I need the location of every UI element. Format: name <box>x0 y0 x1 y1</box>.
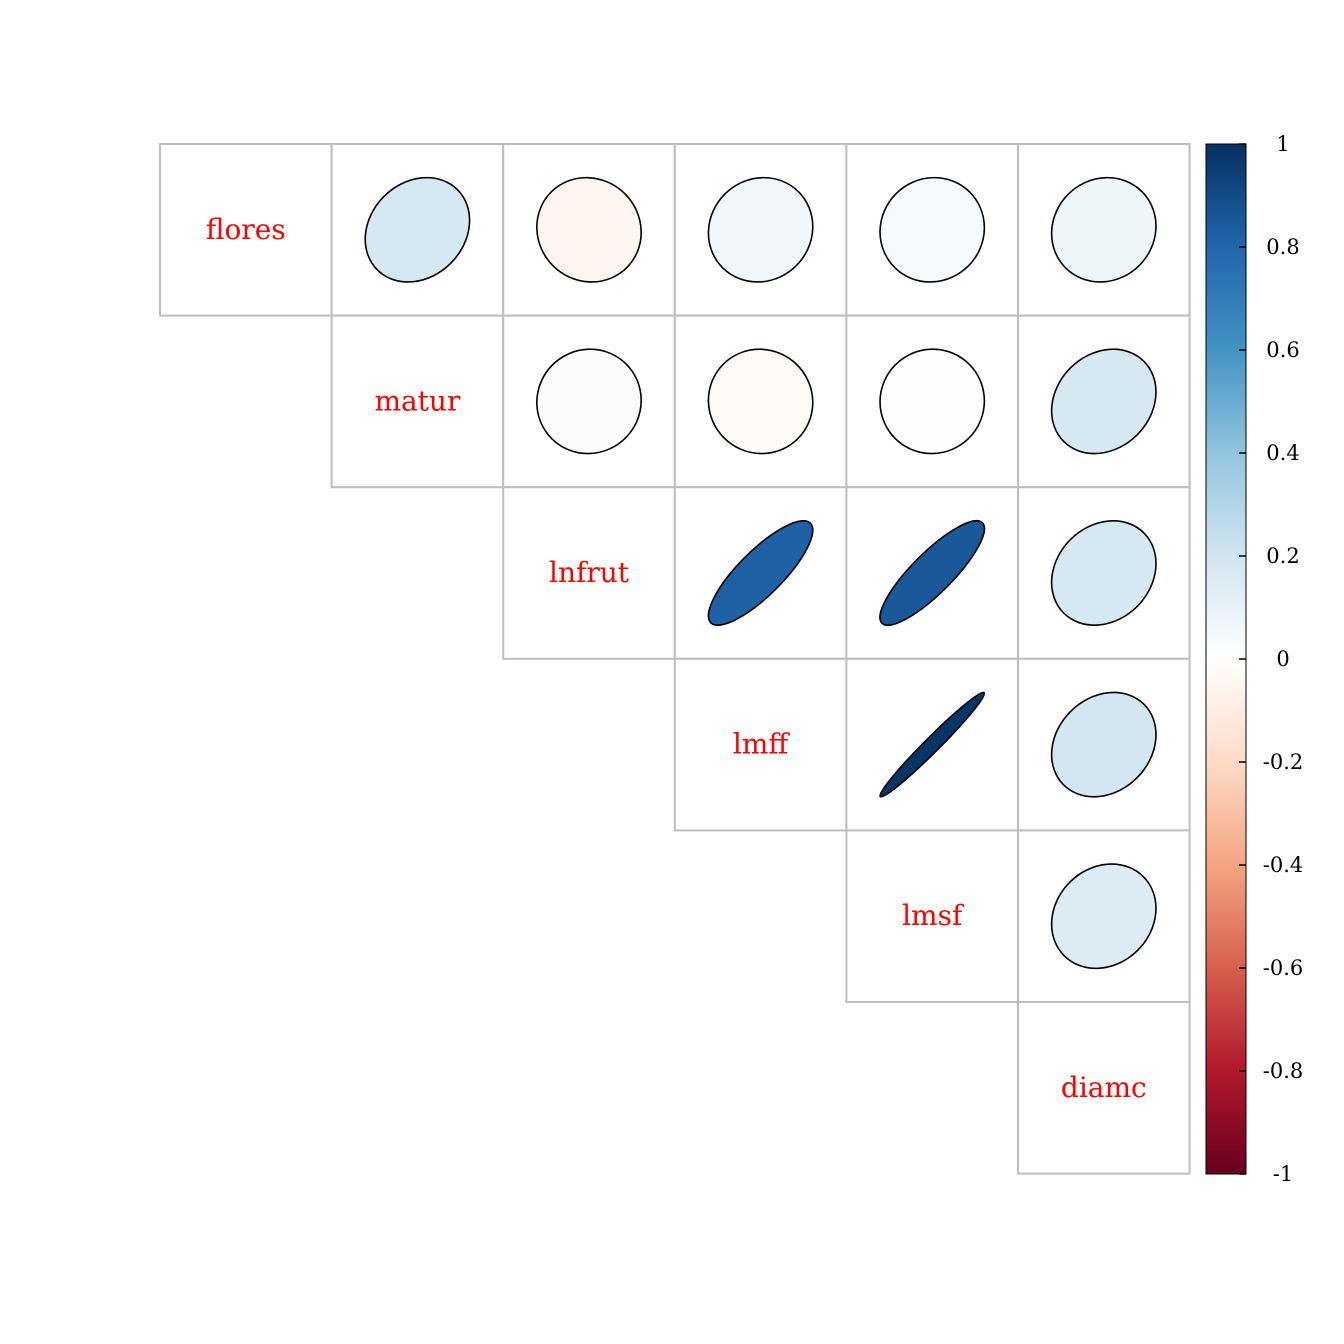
cell-lnfrut-lmsf <box>845 486 1020 660</box>
variable-label-flores: flores <box>206 213 286 246</box>
color-legend-tick-label: -0.8 <box>1263 1059 1304 1083</box>
color-legend-tick-label: -0.2 <box>1263 750 1304 774</box>
ellipse-lnfrut-lmsf <box>879 520 986 626</box>
ellipse-matur-lnfrut <box>536 348 642 455</box>
ellipse-lnfrut-lmff <box>707 520 814 626</box>
color-legend-tick-label: -0.6 <box>1263 956 1304 980</box>
cell-lmsf-lmsf <box>845 829 1020 1004</box>
color-legend: 1 0.8 0.6 0.4 0.2 0 -0.2 -0.4 -0.6 -0.8 -1 <box>1205 132 1304 1186</box>
ellipse-matur-lmsf <box>879 348 986 455</box>
color-legend-tick-label: 0.2 <box>1266 544 1299 568</box>
cell-lnfrut-lnfrut <box>502 486 676 660</box>
cell-matur-matur <box>330 314 505 489</box>
color-legend-tick-label: 1 <box>1276 132 1289 156</box>
variable-label-diamc: diamc <box>1061 1071 1147 1104</box>
color-legend-tick-label: 0.4 <box>1266 441 1299 465</box>
ellipse-matur-diamc <box>1050 348 1157 455</box>
ellipse-lmsf-diamc <box>1050 863 1157 970</box>
cell-diamc-diamc <box>1017 1001 1191 1175</box>
ellipse-flores-diamc <box>1050 176 1157 283</box>
ellipse-lmff-lmsf <box>879 691 986 798</box>
color-legend-tick-label: 0.8 <box>1266 235 1299 259</box>
color-legend-tick-label: -1 <box>1273 1162 1293 1186</box>
ellipse-matur-lmff <box>707 348 814 455</box>
ellipse-lnfrut-diamc <box>1050 520 1157 626</box>
ellipse-lmff-diamc <box>1050 691 1157 798</box>
variable-label-matur: matur <box>374 384 461 417</box>
variable-label-lmsf: lmsf <box>902 899 965 932</box>
ellipse-flores-lmsf <box>879 176 986 283</box>
cell-lmff-lmff <box>673 657 848 832</box>
variable-label-lnfrut: lnfrut <box>549 556 630 589</box>
cell-matur-lnfrut <box>502 314 676 489</box>
ellipse-flores-matur <box>364 176 471 283</box>
variable-label-lmff: lmff <box>733 728 791 761</box>
cell-flores-flores <box>159 143 333 317</box>
color-legend-tick-label: 0.6 <box>1266 338 1299 362</box>
correlation-grid: flores matur lnfrut lmff lmsf diamc <box>159 143 1191 1175</box>
color-legend-tick-label: -0.4 <box>1263 853 1304 877</box>
color-legend-tick-label: 0 <box>1276 647 1289 671</box>
ellipse-flores-lnfrut <box>536 176 642 283</box>
cell-lnfrut-diamc <box>1017 486 1191 660</box>
ellipse-flores-lmff <box>707 176 814 283</box>
